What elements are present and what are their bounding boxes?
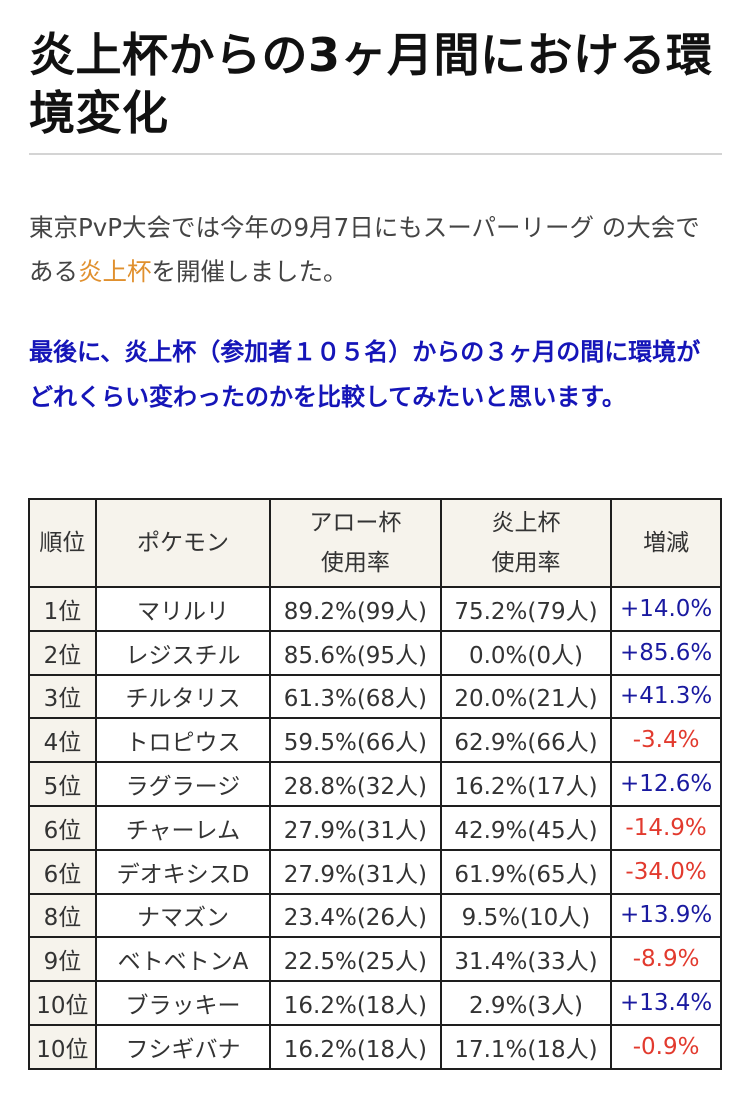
cell-rank: 6位 [28,848,97,895]
cell-enjo-cup-usage: 17.1%(18人) [439,1023,613,1070]
cell-arrow-cup-usage: 59.5%(66人) [269,717,442,764]
table-row: 10位 ブラッキー 16.2%(18人) 2.9%(3人) +13.4% [28,980,722,1026]
header-change: 増減 [610,498,722,588]
header-rank: 順位 [28,498,97,588]
cell-rank: 10位 [28,1023,97,1070]
enjo-cup-link[interactable]: 炎上杯 [78,257,152,286]
cell-change: +14.0% [610,586,722,632]
cell-change: +41.3% [610,673,722,720]
cell-enjo-cup-usage: 16.2%(17人) [439,761,613,807]
cell-arrow-cup-usage: 61.3%(68人) [269,673,442,720]
cell-enjo-cup-usage: 9.5%(10人) [439,892,613,939]
cell-enjo-cup-usage: 42.9%(45人) [439,804,613,851]
cell-rank: 6位 [28,804,97,851]
cell-change: -3.4% [610,717,722,764]
cell-change: +12.6% [610,761,722,807]
cell-pokemon: ナマズン [94,892,272,939]
cell-enjo-cup-usage: 2.9%(3人) [439,980,613,1026]
table-row: 6位 チャーレム 27.9%(31人) 42.9%(45人) -14.9% [28,804,722,851]
cell-enjo-cup-usage: 31.4%(33人) [439,936,613,983]
title-divider [29,153,722,155]
usage-comparison-table: 順位 ポケモン アロー杯使用率 炎上杯使用率 増減 1位 マリルリ 89.2%(99… [28,498,722,1070]
cell-rank: 1位 [28,586,97,632]
cell-rank: 9位 [28,936,97,983]
intro-text-before: 東京PvP大会では今年の9月7日にもスーパーリーグ の大会である [29,213,700,286]
cell-arrow-cup-usage: 28.8%(32人) [269,761,442,807]
table-row: 4位 トロピウス 59.5%(66人) 62.9%(66人) -3.4% [28,717,722,764]
header-enjo-cup-usage: 炎上杯 使用率 [439,498,613,588]
cell-rank: 5位 [28,761,97,807]
intro-text-after: を開催しました。 [151,257,348,286]
highlight-paragraph: 最後に、炎上杯（参加者１０５名）からの３ヶ月の間に環境がどれくらい変わったのかを… [29,338,701,411]
cell-pokemon: フシギバナ [94,1023,272,1070]
cell-pokemon: チルタリス [94,673,272,720]
table-row: 9位 ベトベトンA 22.5%(25人) 31.4%(33人) -8.9% [28,936,722,983]
cell-pokemon: チャーレム [94,804,272,851]
cell-pokemon: ベトベトンA [94,936,272,983]
cell-enjo-cup-usage: 61.9%(65人) [439,848,613,895]
cell-enjo-cup-usage: 20.0%(21人) [439,673,613,720]
header-arrow-line1: アロー杯 [309,510,402,536]
cell-pokemon: レジスチル [94,629,272,676]
cell-change: +85.6% [610,629,722,676]
table-row: 6位 デオキシスD 27.9%(31人) 61.9%(65人) -34.0% [28,848,722,895]
cell-arrow-cup-usage: 16.2%(18人) [269,980,442,1026]
cell-change: -0.9% [610,1023,722,1070]
article-title: 炎上杯からの3ヶ月間における環境変化 [29,28,713,140]
cell-arrow-cup-usage: 85.6%(95人) [269,629,442,676]
cell-rank: 2位 [28,629,97,676]
cell-change: -8.9% [610,936,722,983]
cell-pokemon: デオキシスD [94,848,272,895]
cell-arrow-cup-usage: 22.5%(25人) [269,936,442,983]
cell-arrow-cup-usage: 16.2%(18人) [269,1023,442,1070]
table-header-row: 順位 ポケモン アロー杯使用率 炎上杯使用率 増減 [28,498,722,588]
cell-arrow-cup-usage: 27.9%(31人) [269,804,442,851]
cell-change: +13.9% [610,892,722,939]
cell-enjo-cup-usage: 0.0%(0人) [439,629,613,676]
header-arrow-line2: 使用率 [320,550,390,576]
table-row: 5位 ラグラージ 28.8%(32人) 16.2%(17人) +12.6% [28,761,722,807]
cell-rank: 3位 [28,673,97,720]
cell-change: +13.4% [610,980,722,1026]
table-row: 3位 チルタリス 61.3%(68人) 20.0%(21人) +41.3% [28,673,722,720]
cell-enjo-cup-usage: 75.2%(79人) [439,586,613,632]
cell-arrow-cup-usage: 27.9%(31人) [269,848,442,895]
cell-arrow-cup-usage: 89.2%(99人) [269,586,442,632]
cell-pokemon: ブラッキー [94,980,272,1026]
table-row: 8位 ナマズン 23.4%(26人) 9.5%(10人) +13.9% [28,892,722,939]
table-row: 2位 レジスチル 85.6%(95人) 0.0%(0人) +85.6% [28,629,722,676]
cell-pokemon: ラグラージ [94,761,272,807]
table-row: 1位 マリルリ 89.2%(99人) 75.2%(79人) +14.0% [28,586,722,632]
header-pokemon: ポケモン [94,498,272,588]
cell-rank: 10位 [28,980,97,1026]
header-enjo-line2: 使用率 [491,550,561,576]
cell-change: -34.0% [610,848,722,895]
intro-paragraph: 東京PvP大会では今年の9月7日にもスーパーリーグ の大会である炎上杯を開催しま… [29,206,719,294]
cell-rank: 8位 [28,892,97,939]
cell-arrow-cup-usage: 23.4%(26人) [269,892,442,939]
table-row: 10位 フシギバナ 16.2%(18人) 17.1%(18人) -0.9% [28,1023,722,1070]
header-arrow-cup-usage: アロー杯 使用率 [269,498,442,588]
cell-enjo-cup-usage: 62.9%(66人) [439,717,613,764]
cell-change: -14.9% [610,804,722,851]
header-enjo-line1: 炎上杯 [491,510,561,536]
cell-pokemon: トロピウス [94,717,272,764]
cell-pokemon: マリルリ [94,586,272,632]
cell-rank: 4位 [28,717,97,764]
